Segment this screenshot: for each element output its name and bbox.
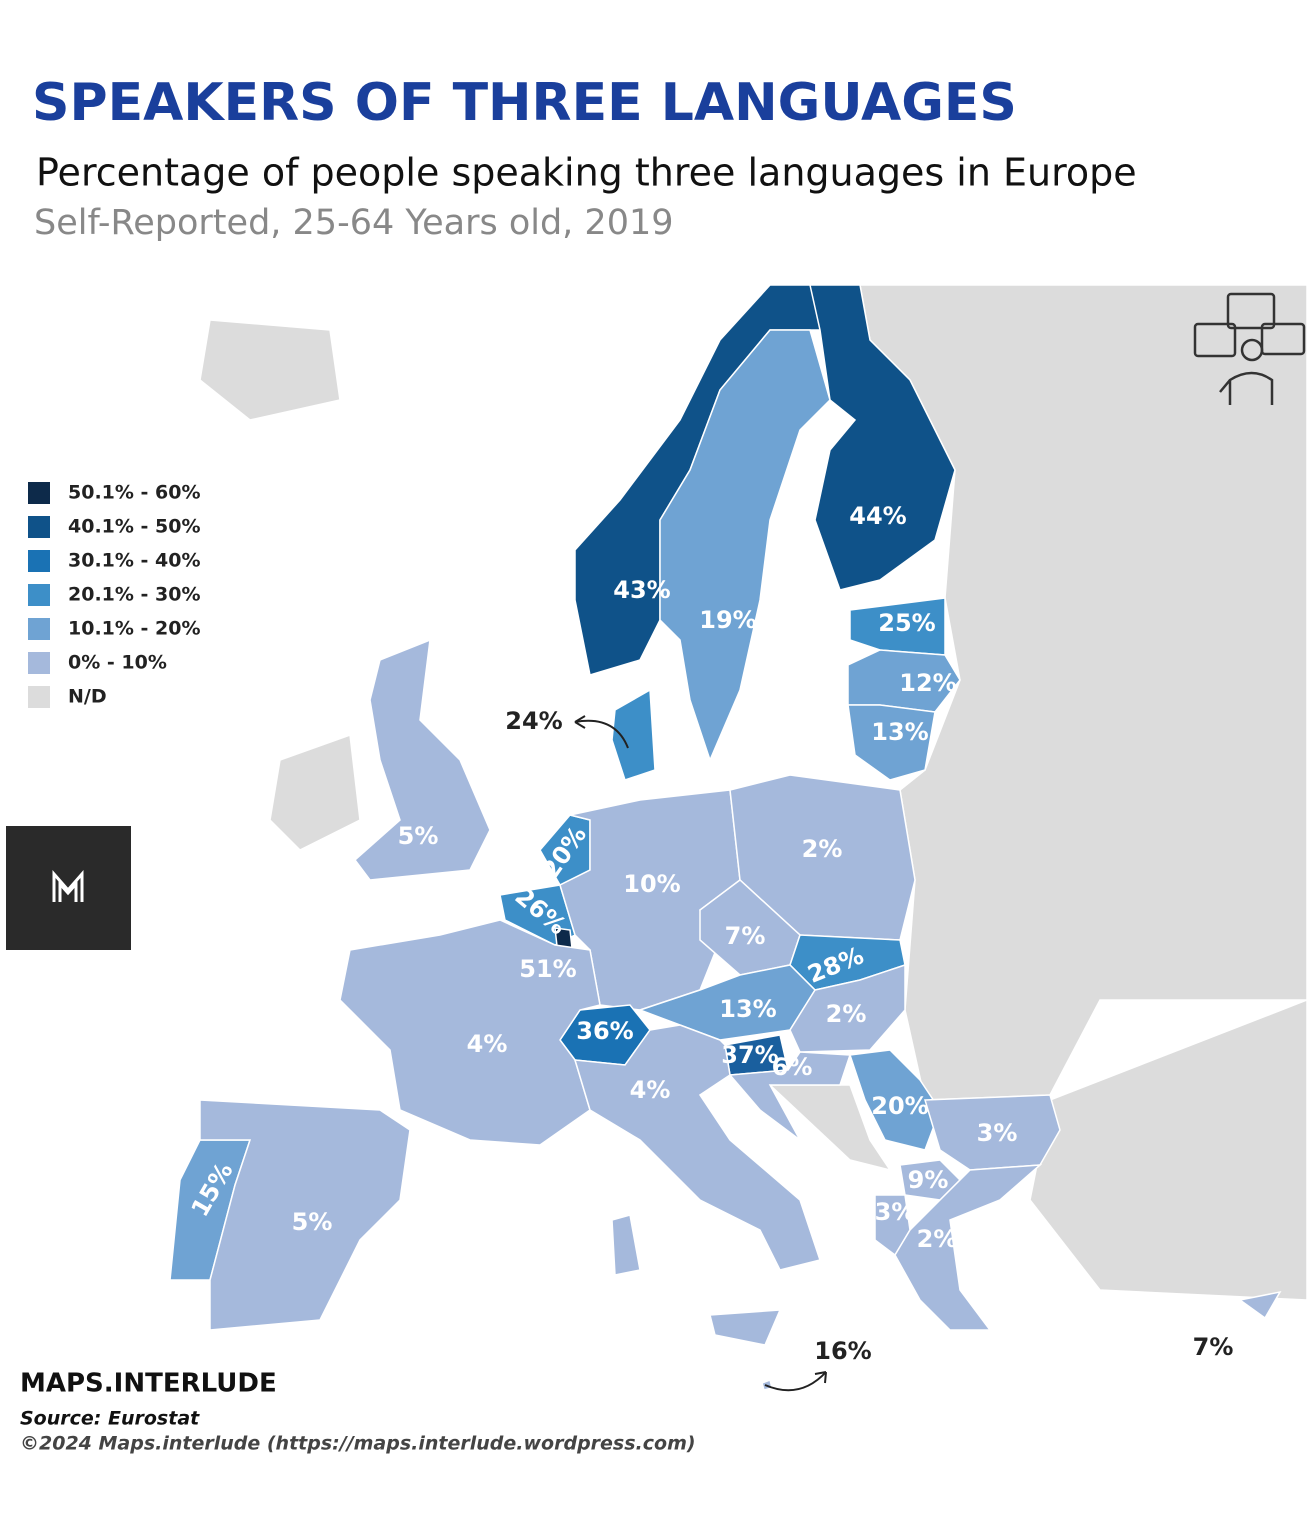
legend-swatch — [28, 550, 50, 572]
legend-swatch — [28, 686, 50, 708]
region-label: 44% — [849, 502, 906, 530]
region-label: 3% — [875, 1198, 916, 1226]
region — [353, 638, 491, 881]
copyright: ©2024 Maps.interlude (https://maps.inter… — [20, 1433, 696, 1455]
region-label: 37% — [721, 1041, 778, 1069]
region-label: 13% — [719, 995, 776, 1023]
region — [728, 1051, 852, 1141]
legend-swatch — [28, 482, 50, 504]
region — [894, 1164, 1043, 1331]
region — [809, 284, 956, 591]
region — [709, 1309, 782, 1346]
legend-label: N/D — [68, 686, 107, 708]
legend-label: 20.1% - 30% — [68, 584, 201, 606]
region-label: 4% — [467, 1030, 508, 1058]
region-label: 9% — [908, 1166, 949, 1194]
note: Self-Reported, 25-64 Years old, 2019 — [34, 203, 674, 243]
region-label: 10% — [623, 870, 680, 898]
region-label: 51% — [519, 955, 576, 983]
region — [573, 1024, 821, 1271]
region-label: 7% — [725, 922, 766, 950]
region-label: 36% — [576, 1017, 633, 1045]
legend: 50.1% - 60% 40.1% - 50% 30.1% - 40% 20.1% -… — [28, 482, 201, 708]
region — [789, 963, 906, 1053]
brand: MAPS.INTERLUDE — [20, 1369, 277, 1399]
region-label: 2% — [826, 1000, 867, 1028]
region-label: 12% — [899, 669, 956, 697]
region — [848, 1049, 941, 1151]
region-label: 7% — [1193, 1333, 1234, 1361]
source: Source: Eurostat — [20, 1408, 200, 1430]
legend-label: 30.1% - 40% — [68, 550, 201, 572]
legend-label: 50.1% - 60% — [68, 482, 201, 504]
callout-arrow-head — [814, 1371, 827, 1384]
region-label: 2% — [802, 835, 843, 863]
legend-swatch — [28, 618, 50, 640]
regions — [169, 284, 1282, 1391]
region — [611, 688, 656, 781]
logo-mark — [52, 870, 84, 902]
legend-label: 10.1% - 20% — [68, 618, 201, 640]
region-label: 19% — [699, 606, 756, 634]
subtitle: Percentage of people speaking three lang… — [36, 151, 1137, 195]
region — [847, 704, 936, 781]
region — [199, 1099, 411, 1331]
region-label: 24% — [505, 707, 562, 735]
region-label: 5% — [398, 822, 439, 850]
region-label: 6% — [772, 1053, 813, 1081]
region — [1238, 1290, 1282, 1320]
legend-label: 40.1% - 50% — [68, 516, 201, 538]
region — [339, 919, 601, 1146]
region-label: 25% — [878, 609, 935, 637]
region — [611, 1214, 641, 1276]
region — [659, 329, 831, 763]
translate-icon — [1193, 292, 1306, 405]
callout-arrow-head — [574, 715, 586, 729]
legend-swatch — [28, 652, 50, 674]
legend-swatch — [28, 516, 50, 538]
title: SPEAKERS OF THREE LANGUAGES — [32, 73, 1017, 133]
region-label: 4% — [630, 1076, 671, 1104]
region-label: 5% — [292, 1208, 333, 1236]
region-label: 20% — [871, 1092, 928, 1120]
region-label: 16% — [814, 1337, 871, 1365]
legend-label: 0% - 10% — [68, 652, 167, 674]
callout-arrow — [574, 719, 629, 749]
region-label: 43% — [613, 576, 670, 604]
callout-arrow — [764, 1371, 827, 1392]
region-label: 13% — [871, 718, 928, 746]
legend-swatch — [28, 584, 50, 606]
region-label: 3% — [977, 1119, 1018, 1147]
region-label: 2% — [917, 1225, 958, 1253]
